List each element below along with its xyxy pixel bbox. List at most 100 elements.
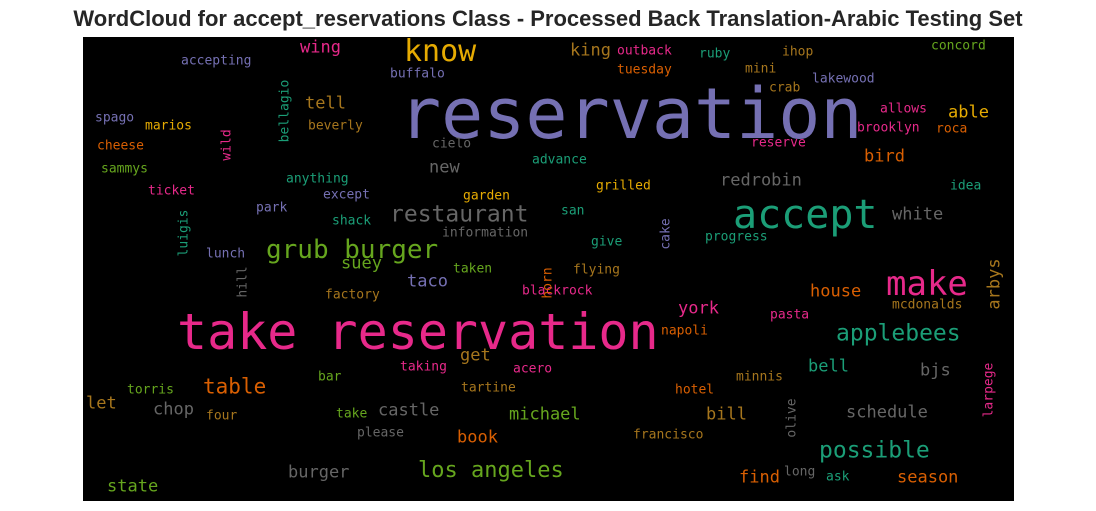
word: ihop <box>782 44 814 60</box>
word: concord <box>931 38 986 54</box>
vertical-word: bellagio <box>277 79 293 143</box>
word: burger <box>288 462 350 483</box>
word: garden <box>463 188 510 204</box>
word: book <box>457 427 498 448</box>
word: san <box>561 203 585 219</box>
word: flying <box>573 262 620 278</box>
chart-title: WordCloud for accept_reservations Class … <box>73 6 1023 31</box>
word: four <box>206 408 238 424</box>
word: lunch <box>206 246 246 262</box>
word: season <box>897 467 959 488</box>
word: castle <box>378 400 440 421</box>
vertical-word: luigis <box>176 209 192 257</box>
word: chop <box>153 399 194 420</box>
word: francisco <box>633 427 704 443</box>
word: mini <box>745 61 777 77</box>
word: able <box>948 102 989 123</box>
word: bill <box>706 404 747 425</box>
word: hotel <box>675 382 715 398</box>
word: reservation <box>399 73 863 155</box>
word: take reservation <box>177 303 659 361</box>
word: shack <box>332 213 372 229</box>
word: cielo <box>432 136 472 152</box>
word: lakewood <box>812 71 875 87</box>
word: bjs <box>920 360 951 381</box>
word: roca <box>936 121 968 137</box>
word: cheese <box>97 138 144 154</box>
vertical-word: hill <box>235 266 251 298</box>
word: take <box>336 406 368 422</box>
word: blackrock <box>522 283 593 299</box>
word: redrobin <box>720 170 802 191</box>
word: long <box>784 464 816 480</box>
word: make <box>886 264 968 304</box>
vertical-word: larpege <box>981 362 997 418</box>
word: progress <box>705 229 768 245</box>
word: white <box>892 204 944 225</box>
word: know <box>404 37 477 69</box>
word: spago <box>95 110 135 126</box>
word: anything <box>286 171 349 187</box>
vertical-word: cake <box>658 218 674 250</box>
word: accepting <box>181 53 252 69</box>
word: sammys <box>101 161 148 177</box>
vertical-word: wild <box>219 129 235 161</box>
word: napoli <box>661 323 708 339</box>
word: house <box>810 281 862 302</box>
wordcloud-canvas: reservation take reservation accept make… <box>83 37 1014 501</box>
word: factory <box>325 287 380 303</box>
word: taken <box>453 261 493 277</box>
word: minnis <box>736 369 783 385</box>
word: michael <box>509 404 581 425</box>
word: get <box>460 345 491 366</box>
word: buffalo <box>390 66 445 82</box>
word: ask <box>826 469 850 485</box>
vertical-word: arbys <box>984 258 1005 310</box>
word: ticket <box>148 183 195 199</box>
word: advance <box>532 152 587 168</box>
word: taking <box>400 359 447 375</box>
word: suey <box>341 253 382 274</box>
vertical-word: olive <box>784 398 800 438</box>
word: let <box>86 393 117 414</box>
word: torris <box>127 382 174 398</box>
word: find <box>739 467 780 488</box>
word: bar <box>318 369 342 385</box>
word: park <box>256 200 288 216</box>
word: outback <box>617 43 672 59</box>
word: bird <box>864 146 905 167</box>
word: applebees <box>836 320 961 347</box>
word: taco <box>407 271 448 292</box>
word: please <box>357 425 404 441</box>
word: idea <box>950 178 982 194</box>
word: grilled <box>596 178 651 194</box>
word: brooklyn <box>857 120 920 136</box>
word: schedule <box>846 402 928 423</box>
word: accept <box>733 192 878 238</box>
word: give <box>591 234 623 250</box>
word: mcdonalds <box>892 297 963 313</box>
word: beverly <box>308 118 363 134</box>
word: allows <box>880 101 927 117</box>
vertical-word: horn <box>540 267 556 299</box>
word: tell <box>305 93 346 114</box>
word: york <box>678 298 719 319</box>
word: king <box>570 40 611 61</box>
word: except <box>323 187 370 203</box>
word: ruby <box>699 46 731 62</box>
word: tuesday <box>617 62 672 78</box>
word: state <box>107 476 159 497</box>
word: marios <box>145 118 192 134</box>
word: crab <box>769 80 801 96</box>
word: restaurant <box>390 201 529 228</box>
word: bell <box>808 356 849 377</box>
word: grub burger <box>266 235 439 265</box>
word: los angeles <box>418 458 564 483</box>
word: acero <box>513 361 553 377</box>
word: wing <box>300 37 341 58</box>
word: table <box>203 374 267 399</box>
word: information <box>442 225 529 241</box>
word: new <box>429 157 460 178</box>
word: possible <box>819 437 930 464</box>
word: tartine <box>461 380 516 396</box>
